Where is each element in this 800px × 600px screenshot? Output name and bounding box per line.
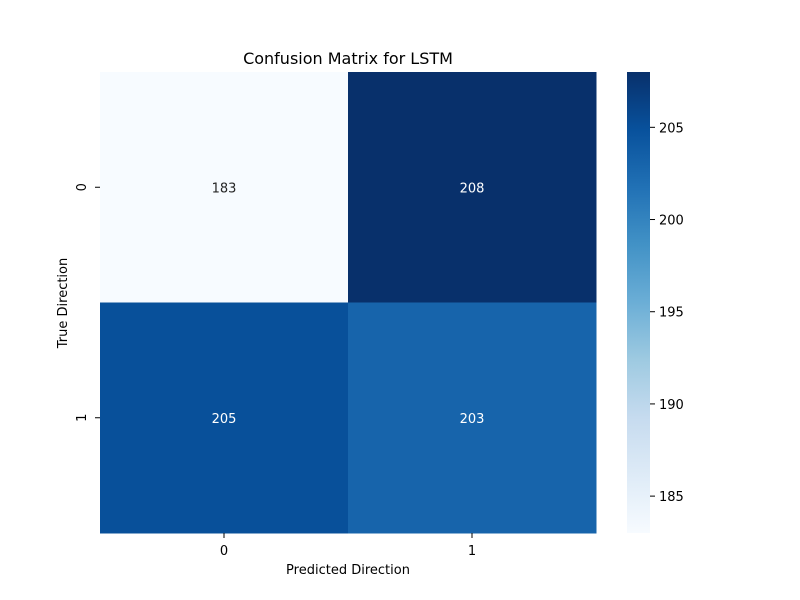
cell-value-label-1-0: 205 xyxy=(212,412,237,427)
heatmap-cell-1-0 xyxy=(100,302,349,534)
heatmap-cells: 183 208 205 203 xyxy=(100,72,597,534)
colorbar-tick-label-2: 195 xyxy=(659,306,684,321)
cell-value-label-1-1: 203 xyxy=(460,412,485,427)
y-axis-label: True Direction xyxy=(56,258,71,349)
heatmap-cell-0-0 xyxy=(100,72,349,303)
y-tick-label-0: 0 xyxy=(75,183,90,191)
chart-title: Confusion Matrix for LSTM xyxy=(243,49,453,68)
colorbar-tick-label-4: 205 xyxy=(659,121,684,136)
y-tick-label-1: 1 xyxy=(75,414,90,422)
colorbar-tick-label-3: 200 xyxy=(659,214,684,229)
heatmap-cell-1-1 xyxy=(348,302,597,534)
heatmap-cell-0-1 xyxy=(348,72,597,303)
colorbar-ticks: 185 190 195 200 205 xyxy=(650,121,684,505)
x-tick-label-1: 1 xyxy=(468,544,476,559)
x-tick-label-0: 0 xyxy=(220,544,228,559)
y-axis-ticks: 01 xyxy=(75,183,100,422)
colorbar xyxy=(627,72,650,533)
cell-value-label-0-1: 208 xyxy=(460,181,485,196)
cell-value-label-0-0: 183 xyxy=(212,181,237,196)
x-axis-label: Predicted Direction xyxy=(286,563,410,578)
colorbar-tick-label-0: 185 xyxy=(659,490,684,505)
colorbar-tick-label-1: 190 xyxy=(659,398,684,413)
